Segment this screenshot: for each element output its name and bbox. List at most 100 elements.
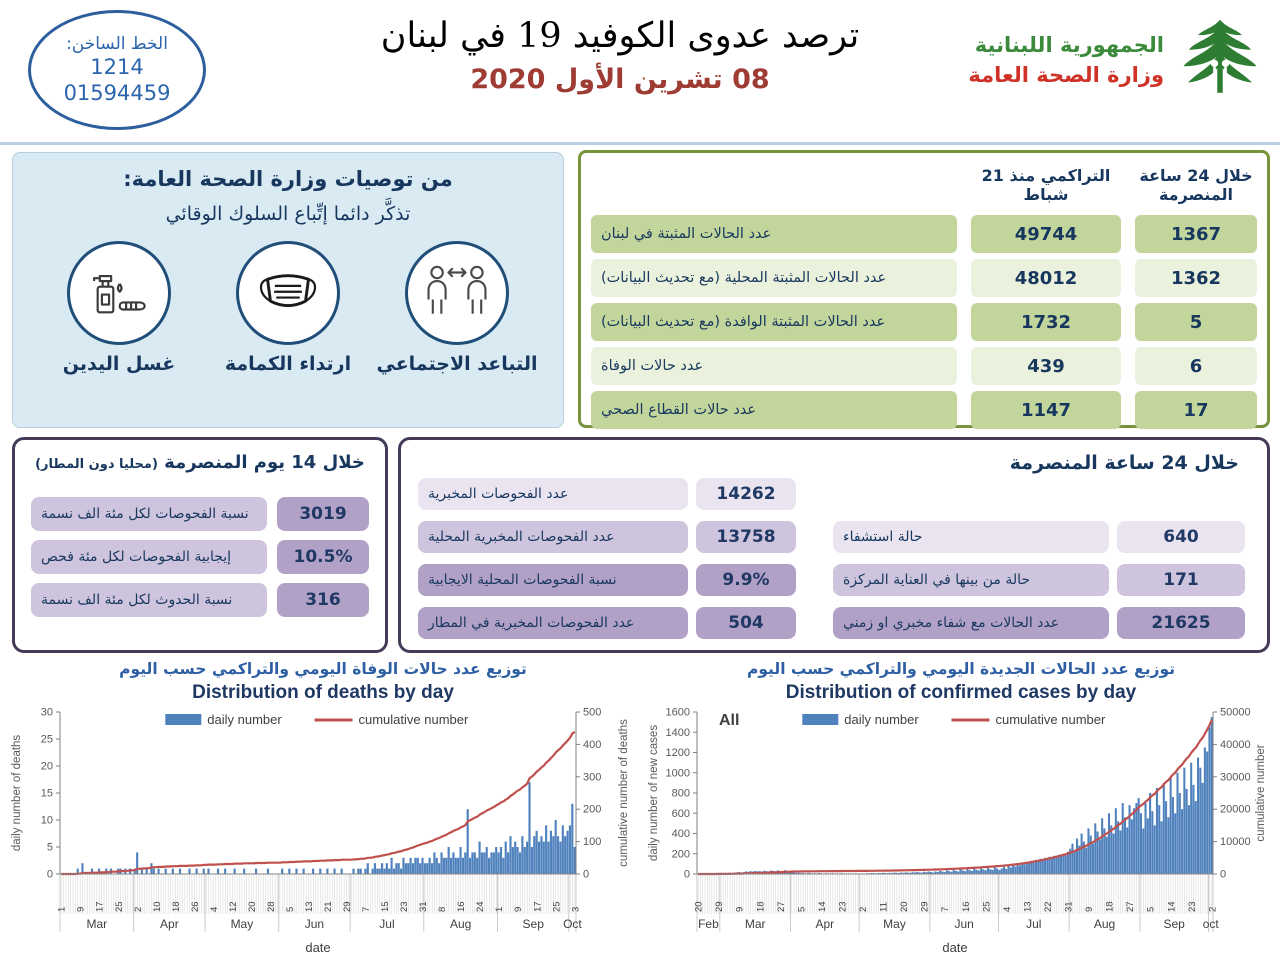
social-distancing-icon: [420, 263, 494, 323]
svg-text:May: May: [231, 917, 254, 931]
list-item: نسبة الحدوث لكل مئة الف نسمة 316: [31, 583, 369, 617]
svg-text:25: 25: [551, 901, 562, 912]
svg-text:0: 0: [1220, 869, 1226, 881]
svg-text:9: 9: [1084, 907, 1095, 912]
list-item: عدد الفحوصات المخبرية 14262: [418, 478, 796, 510]
svg-text:2: 2: [1207, 907, 1218, 912]
list-item: عدد الحالات مع شفاء مخبري او زمني 21625: [833, 607, 1245, 639]
svg-text:1000: 1000: [666, 767, 690, 779]
stat-cumulative: 49744: [971, 215, 1121, 253]
svg-text:12: 12: [228, 901, 239, 912]
svg-text:600: 600: [672, 808, 690, 820]
deaths-chart-title-ar: توزيع عدد حالات الوفاة اليومي والتراكمي …: [119, 660, 527, 678]
svg-text:1: 1: [57, 907, 68, 912]
svg-text:500: 500: [583, 707, 601, 719]
last-24h-stats-box: خلال 24 ساعة المنصرمة عدد الفحوصات المخب…: [398, 437, 1270, 653]
fortnight-title: خلال 14 يوم المنصرمة: [164, 452, 365, 473]
svg-text:20: 20: [899, 901, 910, 912]
svg-text:18: 18: [171, 901, 182, 912]
svg-text:1600: 1600: [666, 707, 690, 719]
svg-text:14: 14: [1166, 901, 1177, 912]
report-date: 08 تشرين الأول 2020: [470, 64, 770, 95]
svg-text:Jun: Jun: [954, 917, 973, 931]
stat-cumulative: 48012: [971, 259, 1121, 297]
svg-text:Apr: Apr: [816, 917, 835, 931]
daybox-label: حالة استشفاء: [833, 521, 1109, 553]
svg-text:400: 400: [672, 828, 690, 840]
hotline-label: الخط الساخن:: [66, 33, 168, 54]
recommendation-face-mask: ارتداء الكمامة: [204, 241, 372, 375]
svg-text:Sep: Sep: [523, 917, 545, 931]
svg-text:daily number: daily number: [844, 712, 919, 727]
svg-text:30: 30: [41, 707, 53, 719]
svg-text:Apr: Apr: [160, 917, 179, 931]
svg-text:8: 8: [437, 907, 448, 912]
svg-text:20: 20: [694, 901, 705, 912]
svg-text:9: 9: [513, 907, 524, 912]
daybox-title: خلال 24 ساعة المنصرمة: [1009, 452, 1239, 474]
svg-text:1200: 1200: [666, 747, 690, 759]
svg-text:30000: 30000: [1220, 771, 1251, 783]
svg-text:Aug: Aug: [1094, 917, 1115, 931]
svg-text:14: 14: [817, 901, 828, 912]
stats-table: التراكمي منذ 21 شباط خلال 24 ساعة المنصر…: [578, 150, 1270, 429]
recommendations-subtitle: تذكَّر دائما إتِّباع السلوك الوقائي: [165, 203, 411, 225]
svg-text:All: All: [719, 712, 739, 729]
daybox-value: 171: [1117, 564, 1245, 596]
svg-text:24: 24: [475, 901, 486, 912]
daybox-label: عدد الفحوصات المخبرية المحلية: [418, 521, 688, 553]
svg-text:4: 4: [209, 907, 220, 912]
svg-text:Jul: Jul: [379, 917, 394, 931]
list-item: نسبة الفحوصات لكل مئة الف نسمة 3019: [31, 497, 369, 531]
stat-cumulative: 439: [971, 347, 1121, 385]
recommendation-label: التباعد الاجتماعي: [376, 353, 538, 375]
svg-text:0: 0: [583, 869, 589, 881]
recommendation-label: ارتداء الكمامة: [224, 353, 352, 375]
svg-text:2: 2: [858, 907, 869, 912]
svg-text:10: 10: [152, 901, 163, 912]
recommendation-social-distancing: التباعد الاجتماعي: [373, 241, 541, 375]
daybox-value: 14262: [696, 478, 796, 510]
svg-text:23: 23: [1187, 901, 1198, 912]
list-item: عدد الفحوصات المخبرية في المطار 504: [418, 607, 796, 639]
svg-text:100: 100: [583, 836, 601, 848]
list-item: إيجابية الفحوصات لكل مئة فحص 10.5%: [31, 540, 369, 574]
svg-text:25: 25: [114, 901, 125, 912]
list-item: حالة استشفاء 640: [833, 521, 1245, 553]
svg-text:13: 13: [1022, 901, 1033, 912]
svg-text:daily number: daily number: [207, 712, 282, 727]
svg-text:Jul: Jul: [1026, 917, 1041, 931]
svg-text:10: 10: [41, 815, 53, 827]
svg-text:200: 200: [583, 804, 601, 816]
svg-text:23: 23: [837, 901, 848, 912]
stat-24h: 1367: [1135, 215, 1257, 253]
svg-text:21: 21: [323, 901, 334, 912]
cases-chart-title-en: Distribution of confirmed cases by day: [785, 682, 1137, 703]
svg-text:29: 29: [714, 901, 725, 912]
stat-label: عدد الحالات المثبتة الوافدة (مع تحديث ال…: [591, 303, 957, 341]
stat-label: عدد الحالات المثبتة المحلية (مع تحديث ال…: [591, 259, 957, 297]
svg-text:31: 31: [418, 901, 429, 912]
ministry-name-line1: الجمهورية اللبنانية: [974, 32, 1164, 57]
list-item: عدد الفحوصات المخبرية المحلية 13758: [418, 521, 796, 553]
svg-text:26: 26: [190, 901, 201, 912]
svg-text:4: 4: [1002, 907, 1013, 912]
svg-text:27: 27: [776, 901, 787, 912]
svg-text:May: May: [883, 917, 906, 931]
daybox-value: 640: [1117, 521, 1245, 553]
daybox-value: 504: [696, 607, 796, 639]
stat-label: عدد الحالات المثبتة في لبنان: [591, 215, 957, 253]
svg-text:Feb: Feb: [698, 917, 719, 931]
svg-text:20: 20: [247, 901, 258, 912]
page-title: ترصد عدوى الكوفيد 19 في لبنان: [380, 16, 860, 56]
table-row: عدد الحالات المثبتة الوافدة (مع تحديث ال…: [591, 303, 1257, 341]
fortnight-label: نسبة الحدوث لكل مئة الف نسمة: [31, 583, 267, 617]
svg-text:18: 18: [755, 901, 766, 912]
svg-text:9: 9: [735, 907, 746, 912]
hand-washing-icon: [82, 263, 156, 323]
fortnight-label: نسبة الفحوصات لكل مئة الف نسمة: [31, 497, 267, 531]
svg-text:cumulative number of deaths: cumulative number of deaths: [618, 719, 630, 867]
svg-text:5: 5: [1146, 907, 1157, 912]
